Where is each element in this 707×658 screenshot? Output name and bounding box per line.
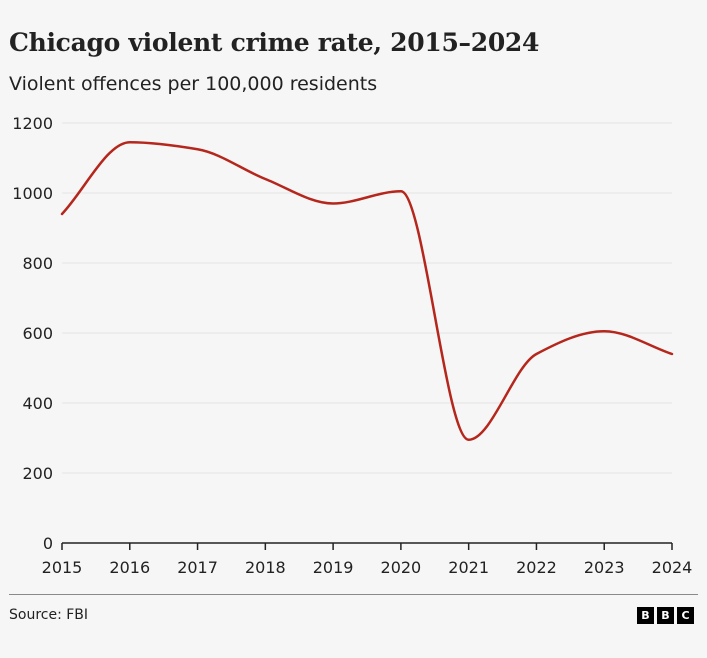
label-layer: 0 200 400 600 800 1000 1200 2015 2016 2017 2018 201… [12,114,692,577]
x-tick-label: 2017 [177,558,218,577]
source-note: Source: FBI [9,607,89,623]
x-tick-label: 2023 [584,558,625,577]
y-tick-label: 400 [22,394,53,413]
x-tick-label: 2020 [381,558,422,577]
chart-subtitle: Violent offences per 100,000 residents [9,73,378,95]
logo-letter: B [637,607,654,624]
bbc-logo: B B C [637,607,694,624]
footer-divider [9,594,698,595]
series-layer [60,141,674,441]
y-tick-label: 600 [22,324,53,343]
x-tick-label: 2019 [313,558,354,577]
axis-layer [61,542,673,550]
y-tick-label: 0 [43,534,53,553]
y-tick-label: 1200 [12,114,53,133]
x-tick-label: 2018 [245,558,286,577]
x-tick-label: 2024 [652,558,693,577]
logo-letter: B [657,607,674,624]
x-tick-label: 2015 [42,558,83,577]
logo-letter: C [677,607,694,624]
line-chart: 0 200 400 600 800 1000 1200 2015 2016 2017 2018 201… [12,114,692,577]
chart-title: Chicago violent crime rate, 2015–2024 [9,28,540,57]
y-tick-label: 800 [22,254,53,273]
series-line [60,141,674,441]
x-tick-label: 2022 [516,558,557,577]
y-tick-label: 1000 [12,184,53,203]
x-tick-label: 2021 [448,558,489,577]
grid-layer [62,122,672,474]
y-tick-label: 200 [22,464,53,483]
x-tick-label: 2016 [109,558,150,577]
